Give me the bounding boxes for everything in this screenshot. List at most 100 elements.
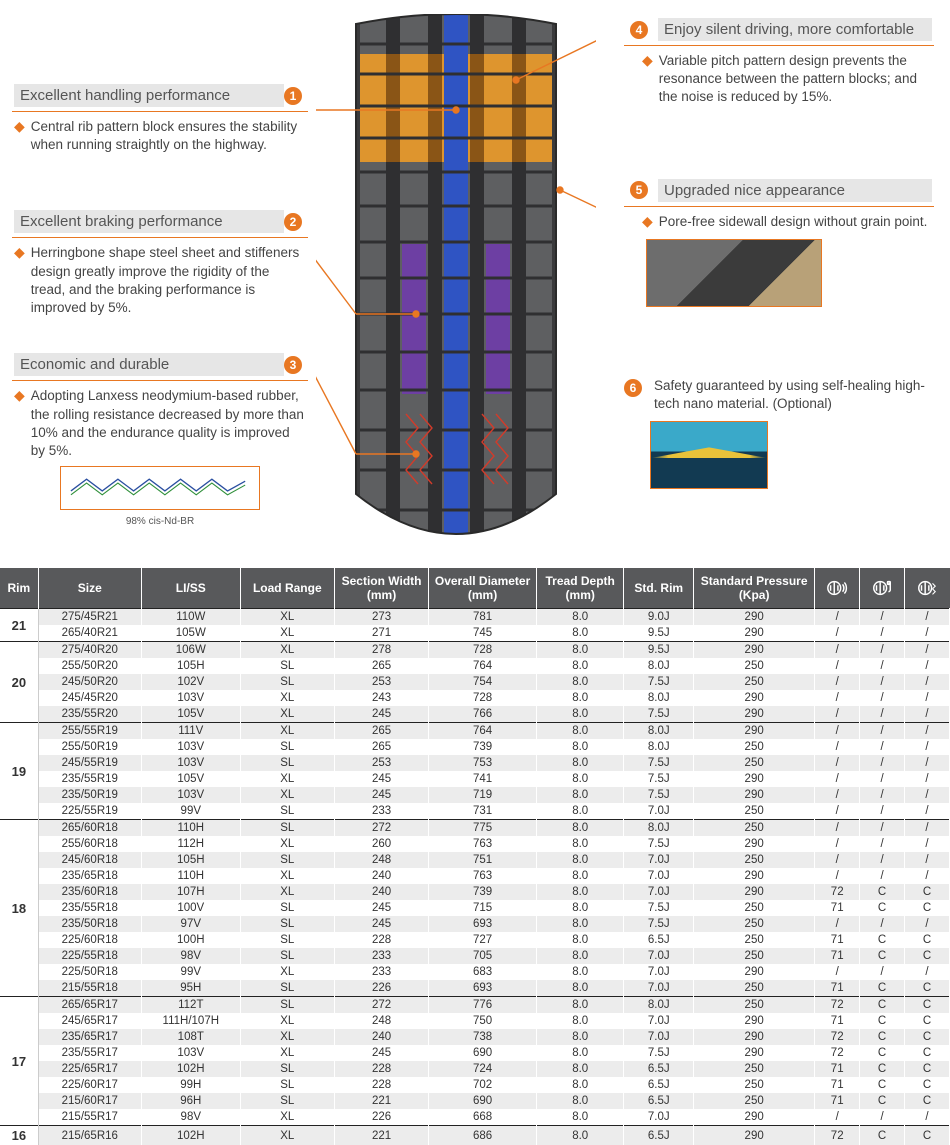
cell: / bbox=[860, 609, 905, 626]
cell: 233 bbox=[334, 948, 428, 964]
cell: 715 bbox=[429, 900, 537, 916]
cell: 106W bbox=[141, 642, 240, 659]
cell: 250 bbox=[694, 900, 815, 916]
cell: 72 bbox=[815, 1045, 860, 1061]
cell: 225/60R17 bbox=[38, 1077, 141, 1093]
cell: SL bbox=[240, 1093, 334, 1109]
cell: 7.0J bbox=[624, 1029, 694, 1045]
cell: 71 bbox=[815, 1061, 860, 1077]
cell: 8.0J bbox=[624, 739, 694, 755]
cell: 248 bbox=[334, 1013, 428, 1029]
cell: / bbox=[905, 755, 950, 771]
cell: 235/50R18 bbox=[38, 916, 141, 932]
cell: 250 bbox=[694, 916, 815, 932]
cell: 8.0 bbox=[536, 755, 624, 771]
cell: XL bbox=[240, 1109, 334, 1126]
cell: 8.0 bbox=[536, 1077, 624, 1093]
cell: / bbox=[860, 1109, 905, 1126]
cell: XL bbox=[240, 690, 334, 706]
cell: 225/55R18 bbox=[38, 948, 141, 964]
cell: 240 bbox=[334, 884, 428, 900]
cell: 738 bbox=[429, 1029, 537, 1045]
cell: 105H bbox=[141, 658, 240, 674]
cell: 8.0 bbox=[536, 642, 624, 659]
cell: 112T bbox=[141, 997, 240, 1014]
cell: 250 bbox=[694, 948, 815, 964]
table-row: 245/45R20103VXL2437288.08.0J290/// bbox=[0, 690, 950, 706]
cell: 235/55R17 bbox=[38, 1045, 141, 1061]
cell: / bbox=[860, 836, 905, 852]
cell: 265 bbox=[334, 739, 428, 755]
rim-cell: 16 bbox=[0, 1126, 38, 1145]
cell: 7.5J bbox=[624, 771, 694, 787]
infographic-top: Excellent handling performance1 ◆Central… bbox=[0, 0, 950, 568]
cell: SL bbox=[240, 1061, 334, 1077]
cell: 764 bbox=[429, 723, 537, 740]
cell: 750 bbox=[429, 1013, 537, 1029]
cell: 99V bbox=[141, 803, 240, 820]
cell: 215/55R17 bbox=[38, 1109, 141, 1126]
cell: 215/65R16 bbox=[38, 1126, 141, 1145]
table-header: RimSizeLI/SSLoad RangeSection Width(mm)O… bbox=[0, 568, 950, 609]
cell: 71 bbox=[815, 948, 860, 964]
cell: 290 bbox=[694, 884, 815, 900]
cell: / bbox=[860, 771, 905, 787]
cell: C bbox=[905, 900, 950, 916]
cell: 6.5J bbox=[624, 932, 694, 948]
cell: 255/55R19 bbox=[38, 723, 141, 740]
cell: 105V bbox=[141, 771, 240, 787]
cell: 8.0 bbox=[536, 1013, 624, 1029]
feature-2: Excellent braking performance2 ◆Herringb… bbox=[12, 206, 308, 317]
cell: 255/50R19 bbox=[38, 739, 141, 755]
table-row: 225/55R1898VSL2337058.07.0J25071CC bbox=[0, 948, 950, 964]
cell: 235/65R18 bbox=[38, 868, 141, 884]
cell: C bbox=[905, 997, 950, 1014]
col-header: Std. Rim bbox=[624, 568, 694, 609]
cell: XL bbox=[240, 723, 334, 740]
table-row: 255/50R19103VSL2657398.08.0J250/// bbox=[0, 739, 950, 755]
cell: / bbox=[815, 964, 860, 980]
cell: 255/50R20 bbox=[38, 658, 141, 674]
cell: 225/60R18 bbox=[38, 932, 141, 948]
cell: 112H bbox=[141, 836, 240, 852]
table-row: 235/60R18107HXL2407398.07.0J29072CC bbox=[0, 884, 950, 900]
cell: 260 bbox=[334, 836, 428, 852]
cell: 8.0J bbox=[624, 820, 694, 837]
cell: 7.0J bbox=[624, 1013, 694, 1029]
cell: / bbox=[815, 739, 860, 755]
tire-illustration bbox=[316, 10, 616, 554]
table-row: 235/55R18100VSL2457158.07.5J25071CC bbox=[0, 900, 950, 916]
cell: / bbox=[905, 674, 950, 690]
cell: SL bbox=[240, 803, 334, 820]
cell: 71 bbox=[815, 900, 860, 916]
table-row: 235/55R20105VXL2457668.07.5J290/// bbox=[0, 706, 950, 723]
cell: 110W bbox=[141, 609, 240, 626]
table-row: 255/60R18112HXL2607638.07.5J290/// bbox=[0, 836, 950, 852]
cell: 290 bbox=[694, 1045, 815, 1061]
feature-body: Adopting Lanxess neodymium-based rubber,… bbox=[31, 387, 306, 460]
cell: 245 bbox=[334, 900, 428, 916]
cell: 98V bbox=[141, 1109, 240, 1126]
cell: / bbox=[860, 723, 905, 740]
cell: / bbox=[905, 706, 950, 723]
col-header: Size bbox=[38, 568, 141, 609]
cell: SL bbox=[240, 932, 334, 948]
feature-title: Economic and durable bbox=[14, 353, 284, 376]
cell: 766 bbox=[429, 706, 537, 723]
cell: C bbox=[905, 1093, 950, 1109]
cell: 745 bbox=[429, 625, 537, 642]
cell: / bbox=[815, 852, 860, 868]
cell: / bbox=[815, 690, 860, 706]
cell: 250 bbox=[694, 932, 815, 948]
cell: XL bbox=[240, 964, 334, 980]
cell: XL bbox=[240, 787, 334, 803]
cell: 8.0J bbox=[624, 658, 694, 674]
table-row: 235/55R17103VXL2456908.07.5J29072CC bbox=[0, 1045, 950, 1061]
cell: / bbox=[905, 820, 950, 837]
cell: XL bbox=[240, 1126, 334, 1145]
features-left: Excellent handling performance1 ◆Central… bbox=[12, 10, 308, 554]
cell: 727 bbox=[429, 932, 537, 948]
col-header: Load Range bbox=[240, 568, 334, 609]
cell: 290 bbox=[694, 642, 815, 659]
cell: 245/55R19 bbox=[38, 755, 141, 771]
